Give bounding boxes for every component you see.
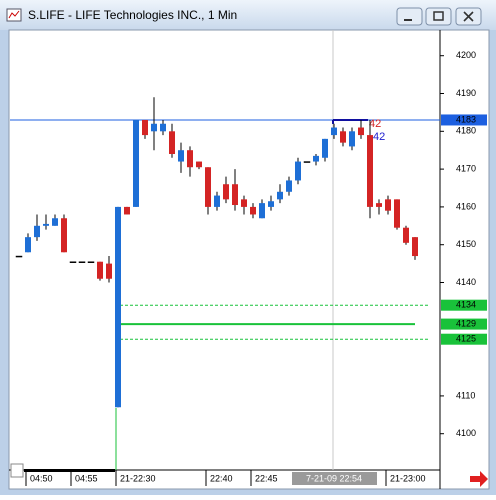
price-marker-label: 4183	[456, 114, 476, 124]
price-marker-box	[441, 299, 487, 311]
candle-body	[259, 203, 265, 219]
candle-body	[196, 161, 202, 168]
candle-body	[205, 167, 211, 207]
candle-body	[69, 261, 77, 263]
order-label: 42	[373, 131, 385, 143]
y-tick-label: 4150	[456, 239, 476, 249]
price-marker-box	[441, 114, 487, 126]
y-tick-label: 4110	[456, 390, 475, 400]
window-title: S.LIFE - LIFE Technologies INC., 1 Min	[28, 8, 237, 22]
candle-body	[358, 127, 364, 136]
candle-body	[376, 203, 382, 207]
x-tick-label: 22:45	[255, 473, 278, 483]
maximize-glyph	[433, 11, 444, 21]
candle-body	[268, 201, 274, 207]
candle-body	[115, 206, 121, 408]
candle-body	[25, 237, 31, 253]
y-tick-label: 4100	[456, 428, 476, 438]
y-tick-label: 4170	[456, 163, 476, 173]
candle-body	[142, 119, 148, 136]
candle-body	[214, 195, 220, 207]
y-tick-label: 4190	[456, 88, 476, 98]
candle-body	[223, 184, 229, 200]
candle-body	[106, 263, 112, 279]
cursor-time-box	[292, 472, 377, 485]
candle-body	[313, 155, 319, 162]
candle-body	[367, 135, 373, 207]
scroll-arrow[interactable]	[470, 471, 488, 487]
candle-body	[385, 199, 391, 211]
y-tick-label: 4180	[456, 126, 476, 136]
cursor-time-label: 7-21-09 22:54	[306, 473, 362, 483]
candle-body	[133, 119, 139, 207]
candle-body	[187, 150, 193, 168]
candle-body	[250, 206, 256, 215]
x-tick-label: 04:55	[75, 473, 98, 483]
maximize-button[interactable]	[425, 7, 452, 26]
candle-body	[87, 261, 95, 263]
candle-body	[97, 261, 103, 279]
candle-body	[160, 123, 166, 132]
candle-body	[232, 184, 238, 206]
candle-body	[394, 199, 400, 228]
candle-body	[286, 180, 292, 192]
candle-body	[241, 199, 247, 207]
candle-body	[15, 255, 23, 258]
x-tick-label: 22:40	[210, 473, 233, 483]
candle-body	[403, 227, 409, 243]
app-icon-glyph	[8, 10, 20, 19]
order-label: 42	[369, 118, 381, 130]
window-buttons[interactable]	[396, 7, 482, 26]
candle-body	[124, 206, 130, 215]
candle-body	[331, 127, 337, 136]
price-marker-box	[441, 333, 487, 345]
y-tick-label: 4160	[456, 201, 476, 211]
candle-body	[349, 131, 355, 147]
candle-body	[277, 191, 283, 200]
chart-panel	[8, 29, 490, 490]
scroll-box[interactable]	[10, 463, 24, 478]
price-marker-label: 4129	[456, 318, 476, 328]
candle-body	[52, 218, 58, 226]
session-bar	[24, 469, 115, 472]
y-tick-label: 4140	[456, 277, 476, 287]
candle-body	[340, 131, 346, 143]
candle-body	[295, 161, 301, 181]
price-marker-box	[441, 318, 487, 330]
candle-body	[412, 237, 418, 257]
x-tick-label: 21-23:00	[390, 473, 426, 483]
minimize-button[interactable]	[396, 7, 423, 26]
candle-body	[303, 161, 311, 163]
candle-body	[61, 218, 67, 253]
candle-body	[178, 150, 184, 162]
candle-body	[151, 123, 157, 132]
x-tick-label: 21-22:30	[120, 473, 156, 483]
x-tick-label: 04:50	[30, 473, 53, 483]
candle-body	[34, 225, 40, 238]
close-glyph	[463, 11, 474, 22]
price-marker-label: 4125	[456, 334, 476, 344]
price-marker-label: 4134	[456, 300, 476, 310]
y-tick-label: 4200	[456, 50, 476, 60]
candle-body	[43, 223, 49, 226]
candle-body	[322, 138, 328, 158]
candle-body	[78, 261, 86, 263]
candle-body	[169, 131, 175, 154]
